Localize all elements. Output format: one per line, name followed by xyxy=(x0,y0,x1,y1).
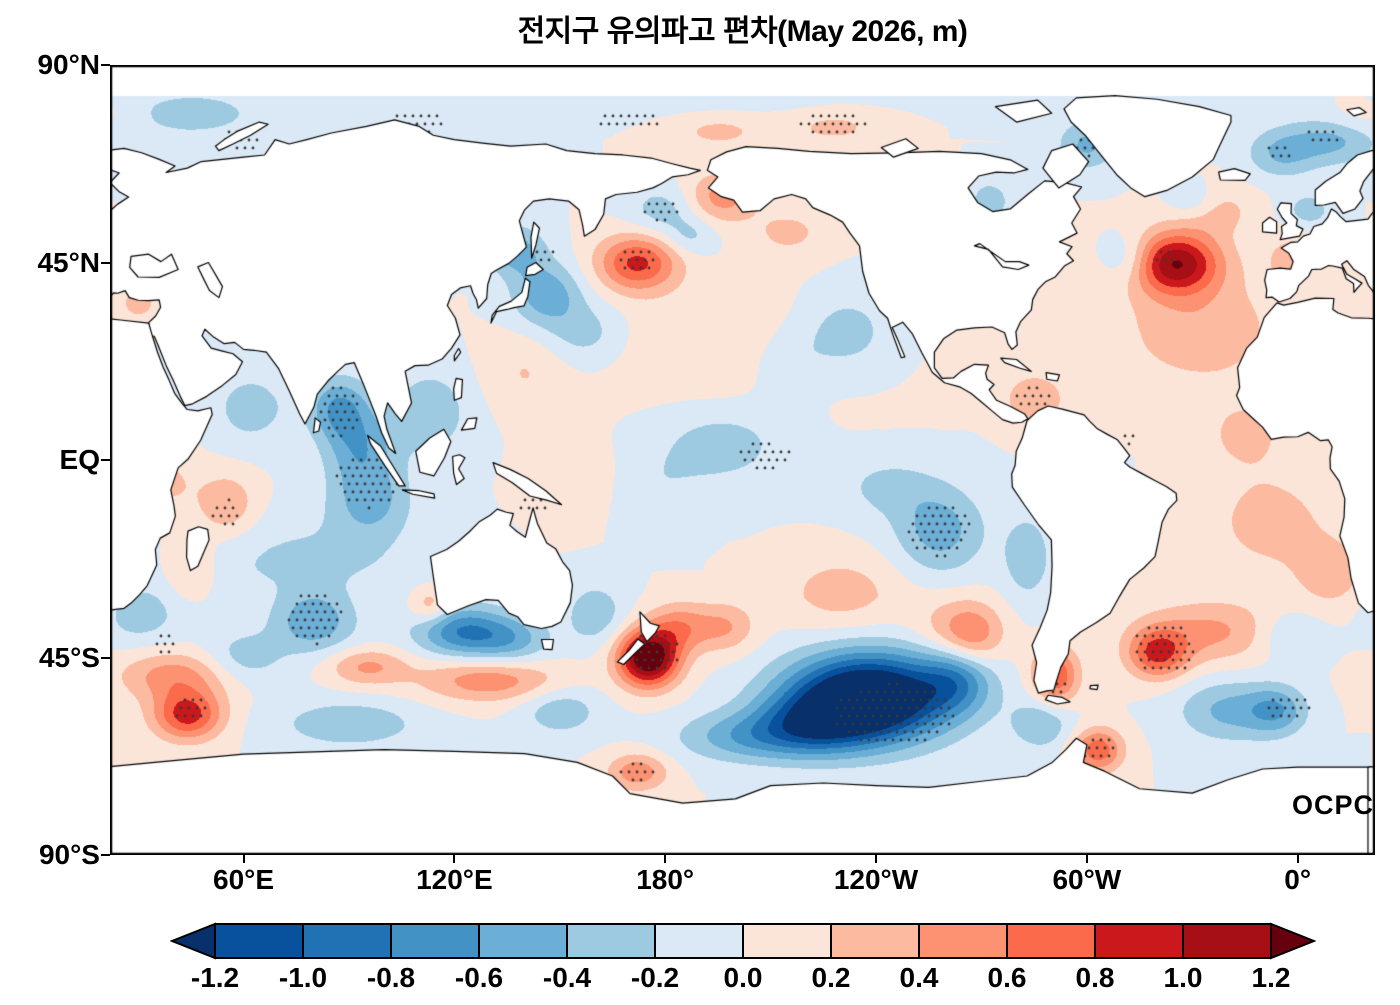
x-tick-mark xyxy=(242,855,245,863)
colorbar-segment xyxy=(214,923,304,959)
x-tick-label: 180° xyxy=(636,864,695,895)
x-tick-label: 120°E xyxy=(416,864,493,895)
y-tick-label: EQ xyxy=(59,444,100,475)
colorbar-svg xyxy=(170,922,1316,960)
y-tick-label: 90°N xyxy=(37,49,100,80)
colorbar-segment xyxy=(302,923,392,959)
colorbar-tick-label: 0.0 xyxy=(723,962,763,993)
colorbar-tick-label: 0.2 xyxy=(811,962,851,993)
colorbar-segment xyxy=(830,923,920,959)
anomaly-map-canvas xyxy=(110,65,1375,855)
x-tick-mark xyxy=(664,855,667,863)
colorbar-tick-label: -1.0 xyxy=(278,962,328,993)
colorbar-segment xyxy=(654,923,744,959)
colorbar-segment xyxy=(1094,923,1184,959)
chart-title: 전지구 유의파고 편차(May 2026, m) xyxy=(517,15,968,48)
y-tick-label: 45°N xyxy=(37,246,100,278)
y-tick-mark xyxy=(101,261,110,264)
colorbar-tick-label: -0.2 xyxy=(630,962,680,993)
colorbar-segment xyxy=(1006,923,1096,959)
colorbar-tick-label: 0.6 xyxy=(987,962,1027,993)
x-tick-label: 60°E xyxy=(213,864,275,895)
colorbar-tick-label: -0.8 xyxy=(366,962,416,993)
colorbar-arrow-right xyxy=(1270,922,1316,960)
colorbar-tick-label: 1.2 xyxy=(1251,962,1291,993)
colorbar-segment xyxy=(918,923,1008,959)
x-tick-mark xyxy=(1085,855,1088,863)
colorbar-tick-label: 1.0 xyxy=(1163,962,1203,993)
y-tick-mark xyxy=(101,656,110,659)
colorbar-tick-label: -0.6 xyxy=(454,962,504,993)
map-plot-area xyxy=(110,65,1375,855)
y-tick-label: 45°S xyxy=(38,641,100,673)
ocpc-logo: OCPC xyxy=(1292,790,1375,820)
colorbar-tick-label: 0.4 xyxy=(899,962,939,993)
colorbar-tick-label: -0.4 xyxy=(542,962,592,993)
y-tick-label: 90°S xyxy=(38,839,100,870)
x-tick-mark xyxy=(453,855,456,863)
colorbar-segment xyxy=(1182,923,1272,959)
y-tick-mark xyxy=(101,64,110,66)
x-tick-label: 0° xyxy=(1284,864,1312,895)
colorbar-tick-label: 0.8 xyxy=(1075,962,1115,993)
colorbar-tick-label: -1.2 xyxy=(190,962,240,993)
x-tick-mark xyxy=(1296,855,1299,863)
colorbar-arrow-left xyxy=(170,922,216,960)
colorbar-segment xyxy=(566,923,656,959)
x-tick-mark xyxy=(875,855,878,863)
x-tick-label: 120°W xyxy=(833,864,919,895)
colorbar-segment xyxy=(390,923,480,959)
colorbar-segment xyxy=(478,923,568,959)
y-tick-mark xyxy=(101,854,110,856)
x-tick-label: 60°W xyxy=(1052,864,1122,895)
y-tick-mark xyxy=(101,459,110,461)
colorbar-segment xyxy=(742,923,832,959)
